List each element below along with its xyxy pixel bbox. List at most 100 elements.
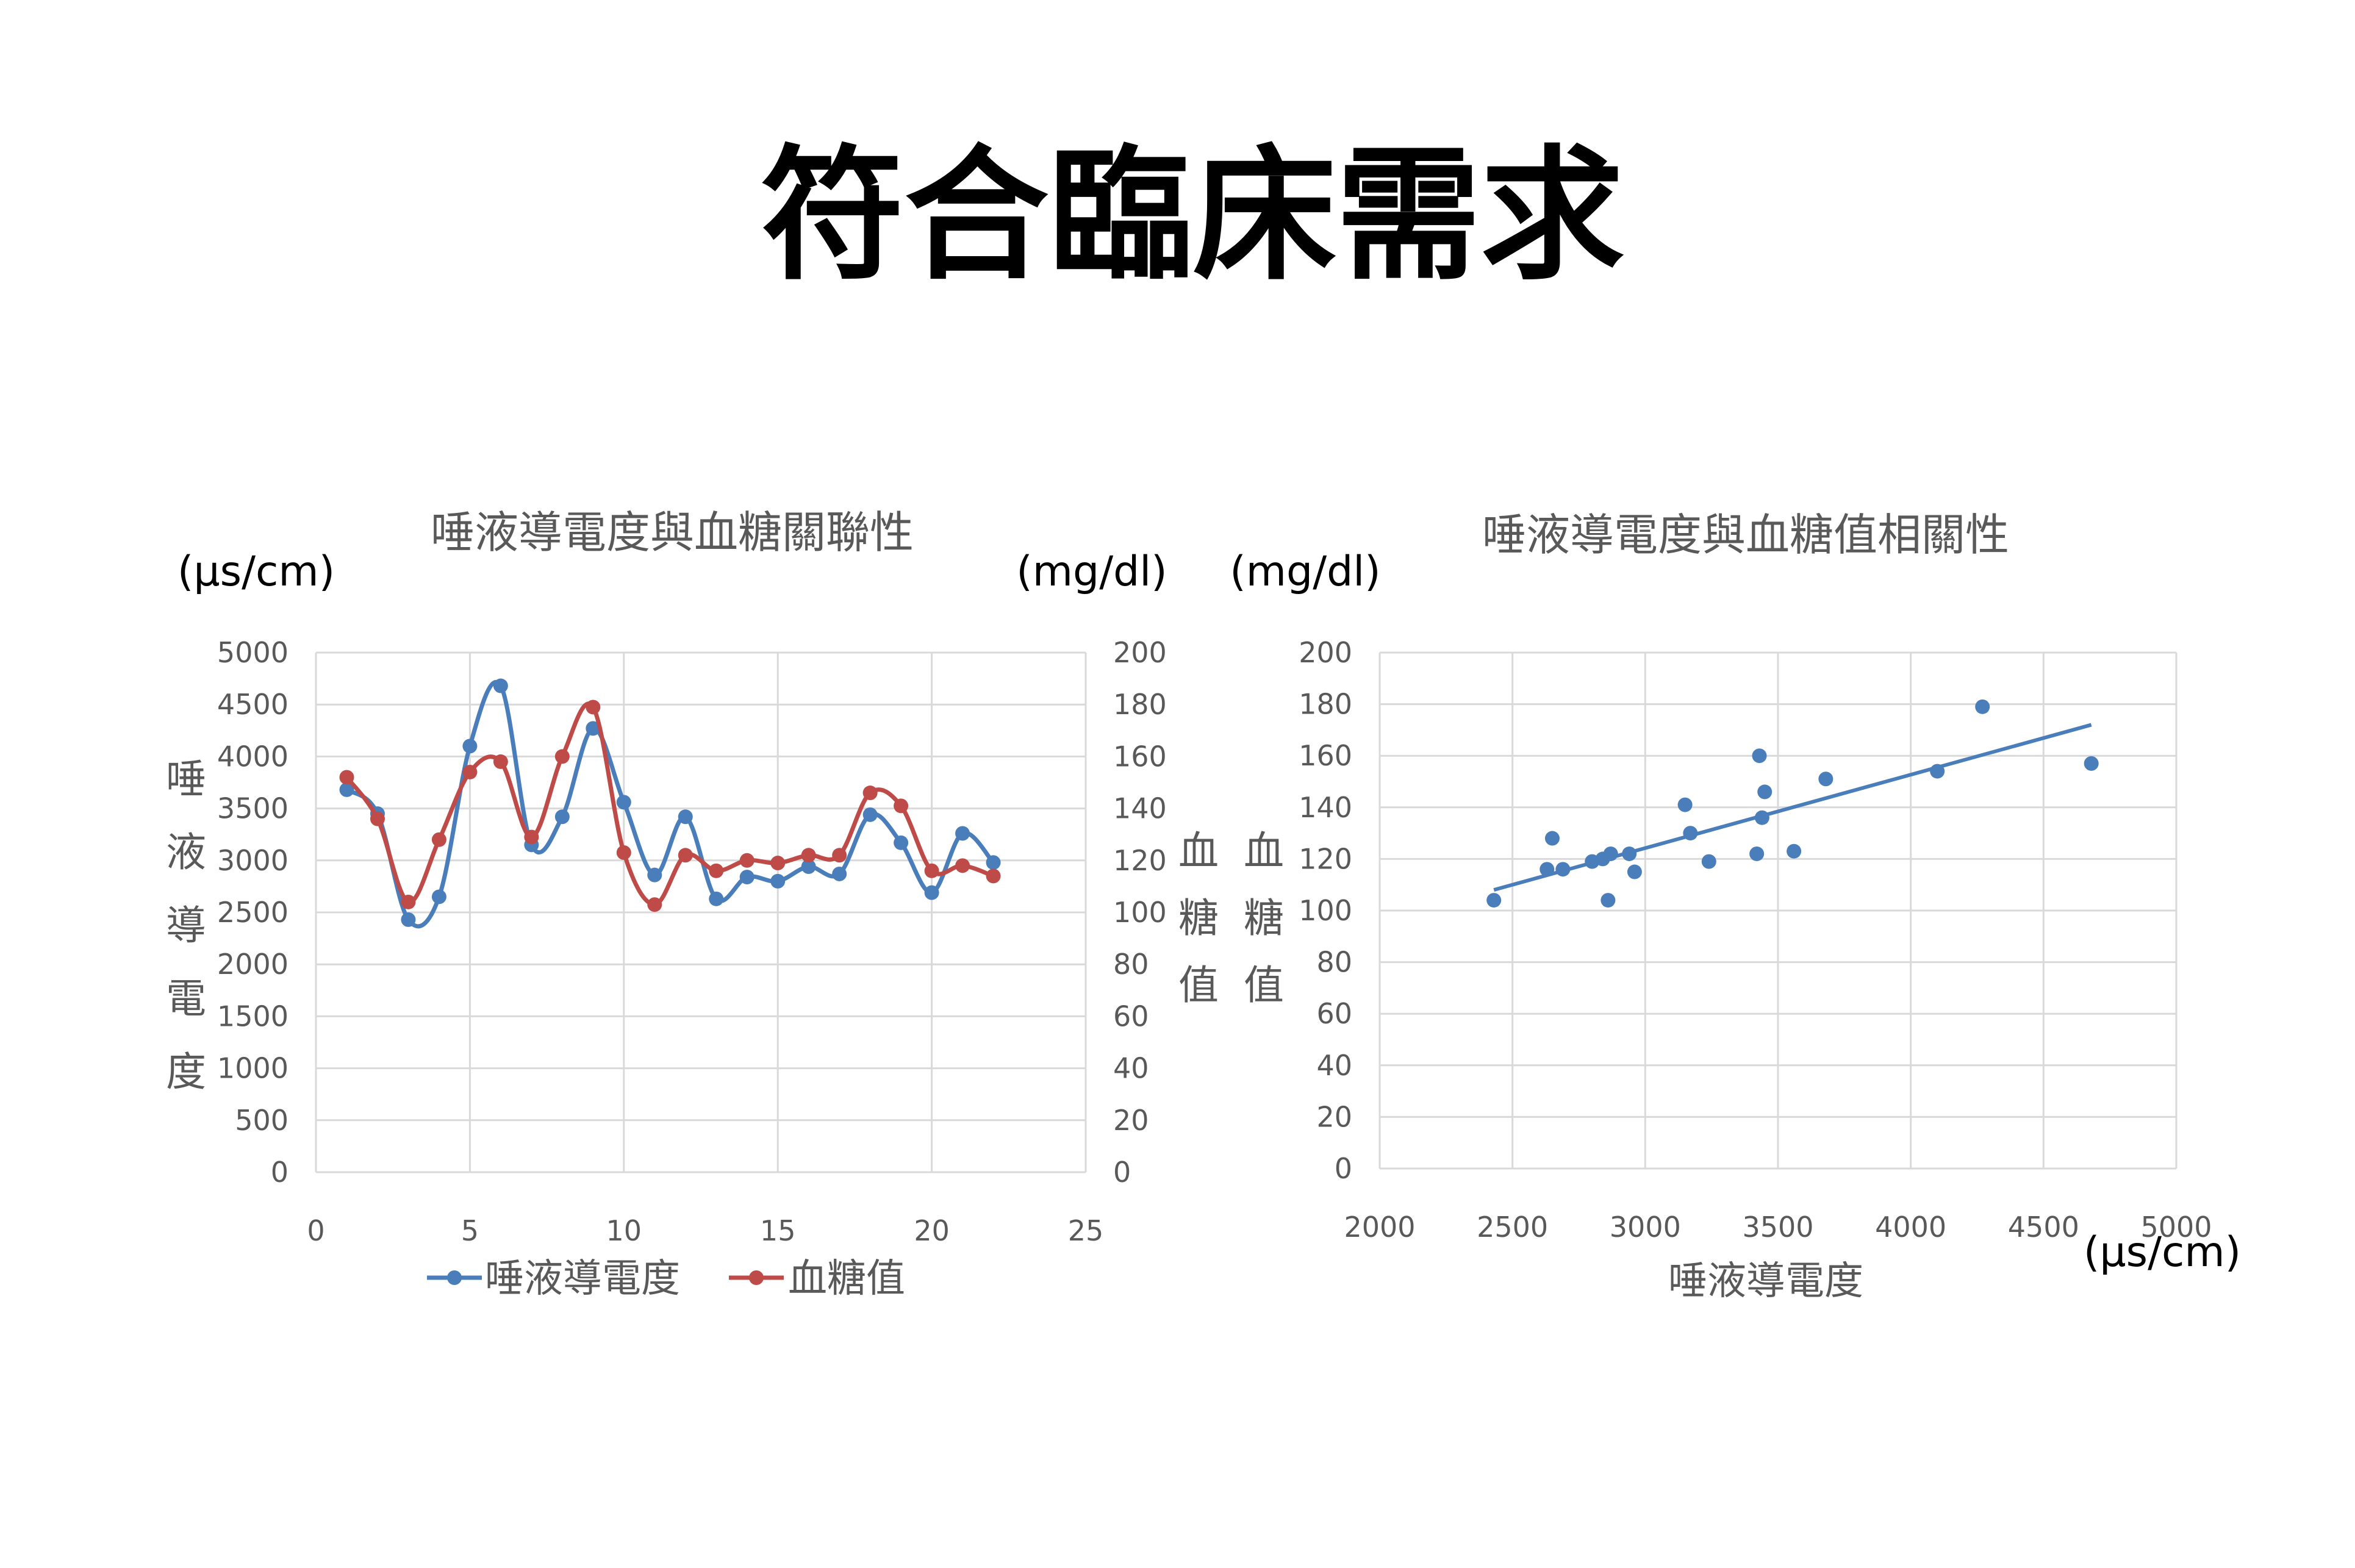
x-tick-label: 3000 — [1610, 1211, 1681, 1244]
line-chart-left-unit: (μs/cm) — [177, 548, 335, 596]
scatter-chart-y-ticks: 0 20 40 60 80 100 120 140 160 180 200 — [1299, 636, 1352, 1185]
data-point-conductivity — [462, 739, 478, 754]
y2-tick-label: 40 — [1113, 1052, 1149, 1085]
data-point-glucose — [678, 848, 693, 863]
y2-tick-label: 200 — [1113, 636, 1167, 669]
y-tick-label: 120 — [1299, 842, 1352, 875]
left-axis-label-char: 導 — [166, 902, 206, 949]
y-tick-label: 180 — [1299, 688, 1352, 721]
scatter-point — [1818, 771, 1833, 787]
scatter-chart-x-axis-label: 唾液導電度 — [1668, 1259, 1863, 1304]
scatter-point — [1627, 864, 1642, 879]
data-point-glucose — [370, 811, 385, 826]
scatter-point — [1752, 748, 1767, 764]
data-point-conductivity — [586, 721, 601, 736]
legend-marker-glucose — [749, 1270, 764, 1285]
y2-tick-label: 80 — [1113, 948, 1149, 981]
y-tick-label: 3500 — [217, 792, 289, 825]
y2-tick-label: 20 — [1113, 1104, 1149, 1137]
y-tick-label: 200 — [1299, 636, 1352, 669]
y-tick-label: 0 — [1335, 1152, 1352, 1185]
data-point-conductivity — [616, 795, 631, 810]
left-axis-label-char: 電 — [166, 975, 206, 1022]
y-tick-label: 2000 — [217, 948, 289, 981]
data-point-glucose — [586, 700, 601, 715]
x-tick-label: 4000 — [1875, 1211, 1946, 1244]
right-axis-label-char: 值 — [1178, 962, 1219, 1009]
page-title: 符合臨床需求 — [761, 132, 1624, 299]
scatter-chart-x-unit: (μs/cm) — [2084, 1228, 2241, 1276]
scatter-point — [1757, 784, 1773, 800]
line-chart-left-ticks: 0 500 1000 1500 2000 2500 3000 3500 4000 4500 5000 — [217, 636, 289, 1189]
y-tick-label: 3000 — [217, 844, 289, 877]
x-tick-label: 3500 — [1742, 1211, 1813, 1244]
x-tick-label: 0 — [307, 1214, 324, 1247]
x-tick-label: 2500 — [1477, 1211, 1548, 1244]
scatter-point — [1749, 846, 1765, 861]
right-axis-label-char: 血 — [1178, 828, 1219, 875]
y-tick-label: 160 — [1299, 739, 1352, 772]
scatter-point — [1540, 862, 1555, 877]
x-tick-label: 10 — [606, 1214, 642, 1247]
line-chart-series — [339, 678, 1001, 929]
scatter-point — [1603, 846, 1618, 861]
y-axis-label-char: 值 — [1244, 962, 1284, 1009]
y-tick-label: 1500 — [217, 1000, 289, 1033]
y-axis-label-char: 血 — [1244, 828, 1284, 875]
scatter-chart-gridlines — [1378, 651, 2178, 1170]
data-point-conductivity — [955, 826, 970, 841]
data-point-conductivity — [431, 889, 446, 904]
data-point-glucose — [647, 897, 662, 912]
scatter-point — [1787, 843, 1802, 859]
data-point-conductivity — [739, 870, 755, 885]
scatter-point — [1622, 846, 1637, 861]
line-chart-left-axis-label: 唾液導電度 — [166, 756, 206, 1095]
y-tick-label: 4000 — [217, 740, 289, 773]
legend-label-conductivity: 唾液導電度 — [485, 1256, 680, 1301]
data-point-glucose — [986, 868, 1001, 884]
data-point-conductivity — [770, 873, 786, 889]
y-tick-label: 20 — [1316, 1100, 1352, 1133]
data-point-glucose — [554, 749, 570, 764]
scatter-point — [2084, 756, 2099, 771]
scatter-chart-y-unit: (mg/dl) — [1230, 548, 1380, 596]
data-point-glucose — [431, 832, 446, 847]
x-tick-label: 2000 — [1344, 1211, 1415, 1244]
y2-tick-label: 60 — [1113, 1000, 1149, 1033]
y-tick-label: 80 — [1316, 946, 1352, 979]
y2-tick-label: 0 — [1113, 1156, 1131, 1189]
data-point-conductivity — [493, 678, 508, 693]
scatter-point — [1677, 797, 1693, 812]
data-point-conductivity — [832, 866, 847, 881]
scatter-chart-title: 唾液導電度與血糖值相關性 — [1482, 509, 2009, 560]
data-point-conductivity — [647, 867, 662, 882]
y2-tick-label: 140 — [1113, 792, 1167, 825]
scatter-point — [1683, 826, 1698, 841]
left-axis-label-char: 液 — [166, 829, 206, 876]
y-axis-label-char: 糖 — [1244, 895, 1284, 942]
y2-tick-label: 160 — [1113, 740, 1167, 773]
data-point-glucose — [339, 770, 354, 785]
data-point-glucose — [955, 858, 970, 873]
scatter-chart-x-ticks: 2000 2500 3000 3500 4000 4500 5000 — [1344, 1211, 2212, 1244]
y2-tick-label: 180 — [1113, 688, 1167, 721]
data-point-conductivity — [801, 859, 816, 875]
y-tick-label: 60 — [1316, 997, 1352, 1030]
scatter-point — [1486, 893, 1502, 908]
data-point-conductivity — [554, 809, 570, 825]
data-point-conductivity — [924, 885, 939, 900]
y-tick-label: 500 — [235, 1104, 289, 1137]
scatter-chart-y-axis-label: 血糖值 — [1244, 828, 1284, 1009]
legend-marker-conductivity — [447, 1270, 462, 1285]
data-point-glucose — [709, 863, 724, 878]
data-point-glucose — [801, 848, 816, 863]
line-chart-legend: 唾液導電度 血糖值 — [427, 1256, 905, 1301]
y2-tick-label: 120 — [1113, 844, 1167, 877]
line-chart: 唾液導電度與血糖關聯性 (μs/cm) (mg/dl) 唾液導電度 血糖值 0 5… — [166, 507, 1219, 1301]
data-point-conductivity — [401, 912, 416, 927]
data-point-conductivity — [986, 855, 1001, 870]
x-tick-label: 5 — [461, 1214, 479, 1247]
data-point-glucose — [739, 853, 755, 868]
line-chart-right-unit: (mg/dl) — [1016, 548, 1167, 596]
